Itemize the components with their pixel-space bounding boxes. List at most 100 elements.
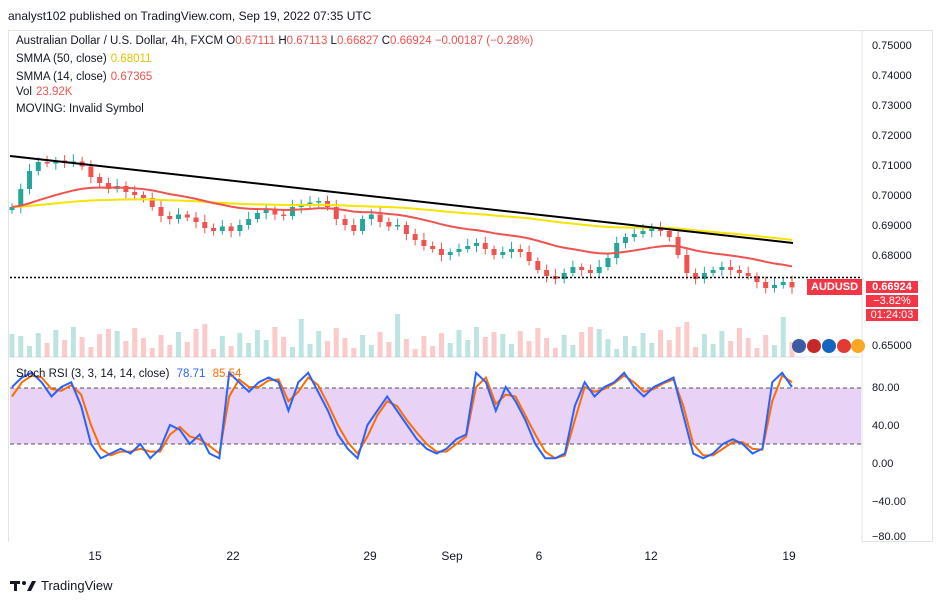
candle-body — [658, 228, 664, 231]
volume-bar — [219, 336, 225, 357]
footer-brand: TradingView — [41, 578, 113, 593]
candle-body — [780, 282, 786, 285]
flag-icon — [792, 339, 806, 353]
candle-body — [281, 214, 287, 216]
volume-bar — [27, 346, 33, 357]
volume-bar — [658, 330, 664, 357]
volume-bar — [97, 334, 103, 357]
volume-bar — [254, 330, 260, 357]
candle-body — [421, 240, 427, 246]
volume-bar — [649, 343, 655, 357]
rsi-tick-label: 40.00 — [872, 420, 900, 432]
legend-smma50[interactable]: SMMA (50, close) 0.68011 — [16, 53, 152, 65]
time-tick-label: 29 — [363, 549, 377, 563]
candle-body — [386, 222, 392, 227]
volume-bar — [360, 335, 366, 357]
volume-bar — [132, 328, 138, 357]
legend-title-row: Australian Dollar / U.S. Dollar, 4h, FXC… — [16, 35, 534, 47]
price-tick-label: 0.70000 — [872, 190, 912, 202]
candle-body — [456, 249, 462, 252]
candle-body — [710, 270, 716, 273]
volume-bar — [789, 342, 795, 357]
candle-body — [368, 214, 374, 219]
candle-body — [430, 246, 436, 249]
legend-moving[interactable]: MOVING: Invalid Symbol — [16, 103, 144, 115]
volume-bar — [377, 332, 383, 357]
legend-smma14[interactable]: SMMA (14, close) 0.67365 — [16, 71, 153, 83]
candle-body — [666, 231, 672, 237]
candle-body — [649, 228, 655, 231]
volume-bar — [386, 342, 392, 357]
time-tick-label: 6 — [536, 549, 543, 563]
smma14-line — [11, 186, 793, 268]
volume-bar — [482, 337, 488, 357]
candle-body — [719, 267, 725, 270]
volume-bar — [149, 348, 155, 357]
candle-body — [447, 252, 453, 255]
rsi-tick-label: 0.00 — [872, 458, 893, 470]
candle-body — [438, 249, 444, 255]
candle-body — [754, 276, 760, 282]
volume-bar — [526, 341, 532, 357]
legend-stoch-rsi[interactable]: Stoch RSI (3, 3, 14, 14, close) 78.71 85… — [16, 368, 242, 380]
volume-bar — [202, 324, 208, 357]
volume-bar — [561, 335, 567, 357]
candle-body — [254, 213, 260, 219]
volume-bar — [53, 330, 59, 357]
tradingview-icon — [10, 580, 36, 591]
candle-body — [605, 258, 611, 267]
volume-bar — [403, 339, 409, 357]
time-tick-label: 12 — [644, 549, 658, 563]
low-value: 0.66827 — [336, 35, 379, 47]
volume-bar — [176, 332, 182, 357]
candle-body — [570, 267, 576, 273]
candle-body — [351, 225, 357, 231]
candle-body — [167, 216, 173, 219]
smma14-value: 0.67365 — [110, 71, 153, 83]
candle-body — [500, 252, 506, 255]
volume-bar — [342, 338, 348, 357]
candle-body — [728, 267, 734, 270]
volume-bar — [780, 317, 786, 357]
candle-body — [509, 249, 515, 252]
stoch-d-value: 85.54 — [212, 368, 242, 380]
volume-bar — [771, 345, 777, 357]
time-tick-label: 19 — [782, 549, 796, 563]
price-tick-label: 0.65000 — [872, 340, 912, 352]
time-tick-label: 15 — [88, 549, 102, 563]
volume-bar — [35, 333, 41, 357]
volume-bar — [395, 314, 401, 357]
change-value: −0.00187 (−0.28%) — [434, 35, 534, 47]
volume-bar — [640, 333, 646, 357]
candle-body — [307, 202, 313, 204]
volume-bar — [509, 344, 515, 357]
volume-bar — [158, 335, 164, 357]
candle-body — [587, 270, 593, 273]
candle-body — [123, 186, 129, 192]
countdown-tag: 01:24:03 — [866, 309, 918, 321]
volume-bar — [675, 327, 681, 357]
price-tick-label: 0.72000 — [872, 130, 912, 142]
volume-bar — [456, 330, 462, 357]
volume-bar — [666, 340, 672, 357]
candle-body — [412, 234, 418, 240]
candle-body — [70, 161, 76, 163]
flag-icon — [837, 339, 851, 353]
price-tick-label: 0.74000 — [872, 70, 912, 82]
volume-bars — [9, 314, 795, 357]
volume-bar — [263, 340, 269, 357]
price-tick-label: 0.69000 — [872, 220, 912, 232]
candle-body — [622, 237, 628, 243]
candle-body — [473, 243, 479, 246]
volume-bar — [430, 346, 436, 357]
candle-body — [789, 282, 795, 288]
stoch-k-value: 78.71 — [176, 368, 206, 380]
legend-volume[interactable]: Vol 23.92K — [16, 86, 73, 98]
tradingview-logo[interactable]: TradingView — [10, 578, 113, 593]
volume-bar — [579, 332, 585, 357]
volume-bar — [105, 329, 111, 357]
volume-bar — [211, 349, 217, 357]
volume-bar — [491, 332, 497, 357]
volume-bar — [728, 341, 734, 357]
